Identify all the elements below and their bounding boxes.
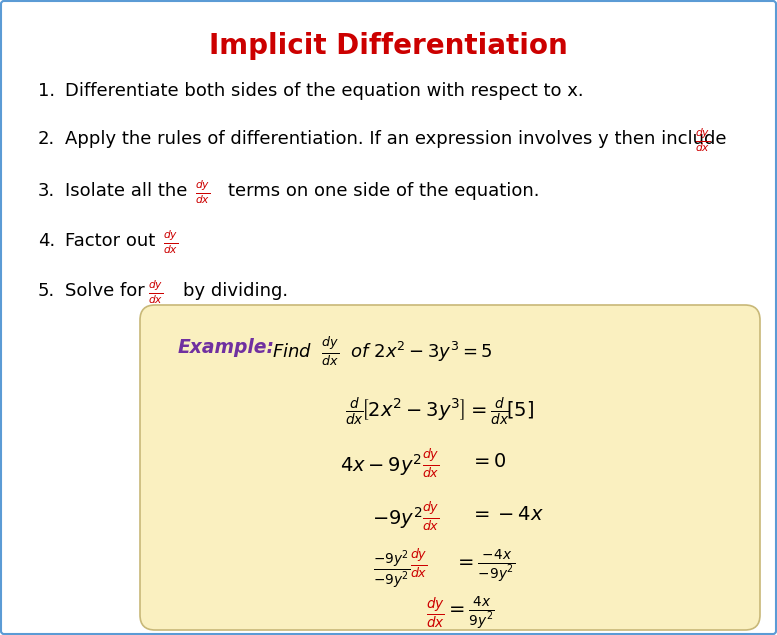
Text: Find  $\frac{dy}{dx}$  of $2x^2-3y^3=5$: Find $\frac{dy}{dx}$ of $2x^2-3y^3=5$ (272, 336, 493, 368)
Text: Implicit Differentiation: Implicit Differentiation (209, 32, 567, 60)
Text: Example:: Example: (178, 338, 275, 357)
Text: terms on one side of the equation.: terms on one side of the equation. (228, 182, 539, 200)
Text: $\frac{dy}{dx}$: $\frac{dy}{dx}$ (410, 548, 427, 580)
Text: 2.: 2. (38, 130, 55, 148)
Text: Solve for: Solve for (65, 282, 145, 300)
Text: $\frac{-9y^2}{-9y^2}$: $\frac{-9y^2}{-9y^2}$ (373, 548, 410, 591)
Text: $\frac{dy}{dx}$: $\frac{dy}{dx}$ (695, 126, 710, 154)
Text: $\frac{dy}{dx}$: $\frac{dy}{dx}$ (422, 501, 440, 533)
Text: by dividing.: by dividing. (183, 282, 288, 300)
FancyBboxPatch shape (140, 305, 760, 630)
Text: Factor out: Factor out (65, 232, 155, 250)
Text: Apply the rules of differentiation. If an expression involves y then include: Apply the rules of differentiation. If a… (65, 130, 726, 148)
Text: $\frac{dy}{dx}$: $\frac{dy}{dx}$ (422, 448, 440, 481)
Text: Isolate all the: Isolate all the (65, 182, 187, 200)
Text: $\frac{dy}{dx}$: $\frac{dy}{dx}$ (195, 178, 211, 206)
Text: 1.: 1. (38, 82, 55, 100)
Text: $\frac{dy}{dx}$: $\frac{dy}{dx}$ (163, 228, 178, 256)
Text: $=\frac{-4x}{-9y^2}$: $=\frac{-4x}{-9y^2}$ (454, 548, 515, 584)
Text: $\frac{dy}{dx}$: $\frac{dy}{dx}$ (426, 595, 445, 630)
Text: 4.: 4. (38, 232, 55, 250)
Text: $=-4x$: $=-4x$ (470, 505, 544, 524)
Text: 3.: 3. (38, 182, 55, 200)
Text: $-9y^2\,$: $-9y^2\,$ (371, 505, 422, 531)
Text: 5.: 5. (38, 282, 55, 300)
Text: $\frac{d}{dx}\!\left[2x^2-3y^3\right]=\frac{d}{dx}\!\left[5\right]$: $\frac{d}{dx}\!\left[2x^2-3y^3\right]=\f… (346, 396, 535, 428)
Text: $4x-9y^2\,$: $4x-9y^2\,$ (340, 452, 422, 478)
Text: $=\frac{4x}{9y^2}$: $=\frac{4x}{9y^2}$ (445, 595, 495, 631)
Text: Differentiate both sides of the equation with respect to x.: Differentiate both sides of the equation… (65, 82, 584, 100)
Text: $\frac{dy}{dx}$: $\frac{dy}{dx}$ (148, 278, 163, 305)
Text: $=0$: $=0$ (470, 452, 507, 471)
